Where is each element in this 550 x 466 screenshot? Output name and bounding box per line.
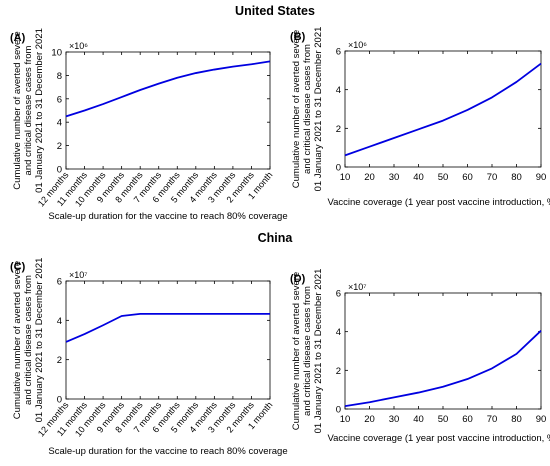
series-line-0 xyxy=(65,60,271,118)
y-axis-label-line: Cumulative number of averted severe xyxy=(12,31,23,189)
y-axis-label-line: and critical disease cases from xyxy=(23,45,34,175)
y-tick-label: 0 xyxy=(336,405,341,416)
heading-china: China xyxy=(258,231,294,245)
y-tick-label: 4 xyxy=(336,327,341,338)
y-tick-label: 4 xyxy=(336,85,341,96)
exponent-label: ×10⁷ xyxy=(69,270,88,280)
x-tick-label: 70 xyxy=(487,414,498,425)
exponent-label: ×10⁷ xyxy=(348,282,367,292)
y-axis-label-line: 01 January 2021 to 31 December 2021 xyxy=(34,28,45,193)
x-tick-label: 20 xyxy=(364,414,375,425)
y-tick-label: 4 xyxy=(57,118,62,129)
y-tick-label: 6 xyxy=(336,289,341,300)
plot-frame xyxy=(65,280,271,400)
y-axis-label: Cumulative number of averted severeand c… xyxy=(12,258,45,423)
y-tick-label: 10 xyxy=(51,48,62,59)
panel-label: (B) xyxy=(290,31,306,43)
y-tick-label: 2 xyxy=(57,355,62,366)
y-tick-label: 2 xyxy=(336,124,341,135)
y-tick-label: 0 xyxy=(57,395,62,406)
x-tick-label: 40 xyxy=(413,414,424,425)
x-axis-label: Scale-up duration for the vaccine to rea… xyxy=(48,211,287,222)
y-axis-label-line: and critical disease cases from xyxy=(302,286,313,416)
plot-frame xyxy=(65,51,271,170)
y-tick-label: 4 xyxy=(57,316,62,327)
x-tick-label: 20 xyxy=(364,172,375,183)
series-line-0 xyxy=(65,312,270,343)
x-tick-label: 10 xyxy=(340,172,351,183)
y-tick-label: 0 xyxy=(57,165,62,176)
series-line-0 xyxy=(344,62,542,157)
x-axis-label: Vaccine coverage (1 year post vaccine in… xyxy=(327,197,550,208)
x-tick-label: 30 xyxy=(389,172,400,183)
plot-frame xyxy=(344,50,542,168)
chart-panel-3: (D) ×10⁷ 0 2 4 6 10 20 30 40 50 60 70 80 90 Vaccine cov… xyxy=(290,269,550,444)
y-axis-label: Cumulative number of averted severeand c… xyxy=(12,28,45,193)
y-axis-label-line: Cumulative number of averted severe xyxy=(12,261,23,419)
y-axis-label-line: 01 January 2021 to 31 December 2021 xyxy=(313,27,324,192)
y-tick-label: 6 xyxy=(336,47,341,58)
y-axis-label-line: and critical disease cases from xyxy=(302,44,313,174)
x-tick-label: 60 xyxy=(462,414,473,425)
exponent-label: ×10⁶ xyxy=(69,41,88,51)
y-tick-label: 6 xyxy=(57,277,62,288)
y-tick-label: 2 xyxy=(336,366,341,377)
y-axis-label-line: Cumulative number of averted severe xyxy=(291,30,302,188)
x-tick-label: 30 xyxy=(389,414,400,425)
x-tick-label: 70 xyxy=(487,172,498,183)
x-tick-label: 60 xyxy=(462,172,473,183)
x-tick-label: 90 xyxy=(536,414,547,425)
x-tick-label: 80 xyxy=(511,172,522,183)
y-tick-label: 8 xyxy=(57,71,62,82)
x-tick-label: 90 xyxy=(536,172,547,183)
y-axis-label: Cumulative number of averted severeand c… xyxy=(291,27,324,192)
panel-label: (D) xyxy=(290,273,306,285)
x-tick-label: 80 xyxy=(511,414,522,425)
chart-panel-1: (B) ×10⁶ 0 2 4 6 10 20 30 40 50 60 70 80 90 Vaccine cov… xyxy=(290,27,550,208)
y-axis-label-line: 01 January 2021 to 31 December 2021 xyxy=(34,258,45,423)
y-tick-label: 0 xyxy=(336,163,341,174)
x-tick-label: 10 xyxy=(340,414,351,425)
series-line-0 xyxy=(344,330,542,407)
x-tick-label: 50 xyxy=(438,172,449,183)
x-axis-label: Scale-up duration for the vaccine to rea… xyxy=(48,446,287,457)
panel-label: (C) xyxy=(10,261,26,273)
y-axis-label-line: 01 January 2021 to 31 December 2021 xyxy=(313,269,324,434)
x-tick-label: 40 xyxy=(413,172,424,183)
y-axis-label-line: and critical disease cases from xyxy=(23,275,34,405)
panel-label: (A) xyxy=(10,32,26,44)
x-axis-label: Vaccine coverage (1 year post vaccine in… xyxy=(327,433,550,444)
plot-frame xyxy=(344,292,542,410)
exponent-label: ×10⁶ xyxy=(348,40,367,50)
y-axis-label-line: Cumulative number of averted severe xyxy=(291,272,302,430)
y-tick-label: 6 xyxy=(57,94,62,105)
y-axis-label: Cumulative number of averted severeand c… xyxy=(291,269,324,434)
y-tick-label: 2 xyxy=(57,141,62,152)
x-tick-label: 50 xyxy=(438,414,449,425)
heading-united-states: United States xyxy=(235,4,315,18)
